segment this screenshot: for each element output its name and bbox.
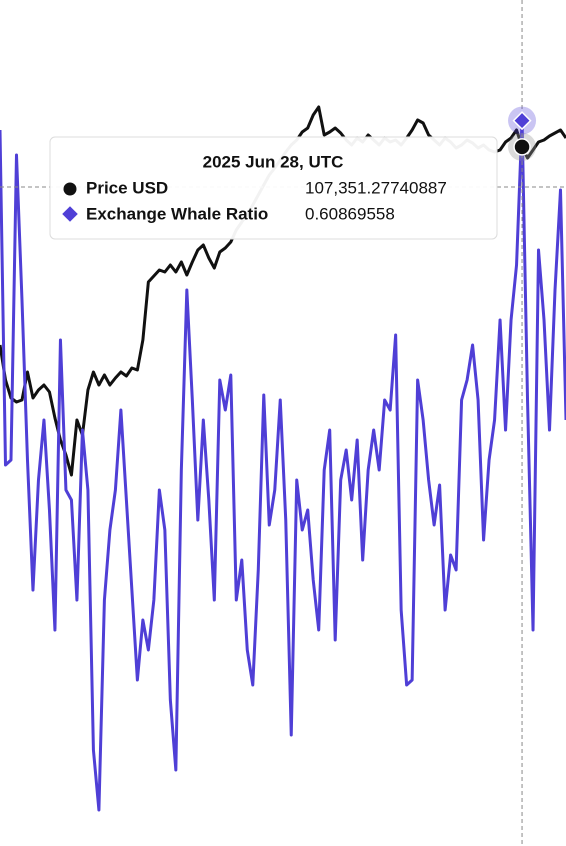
tooltip-series-name: Exchange Whale Ratio (86, 204, 268, 223)
tooltip-title: 2025 Jun 28, UTC (203, 152, 344, 171)
hover-point (512, 111, 532, 131)
tooltip-series-name: Price USD (86, 178, 168, 197)
legend-diamond (62, 206, 78, 222)
hover-point (513, 138, 531, 156)
legend-dot (63, 182, 77, 196)
tooltip-value: 107,351.27740887 (305, 178, 447, 197)
tooltip-value: 0.60869558 (305, 204, 395, 223)
tooltip-box (49, 136, 498, 240)
series-line (0, 119, 566, 812)
tooltip: 2025 Jun 28, UTC Price USD 107,351.27740… (49, 136, 498, 240)
